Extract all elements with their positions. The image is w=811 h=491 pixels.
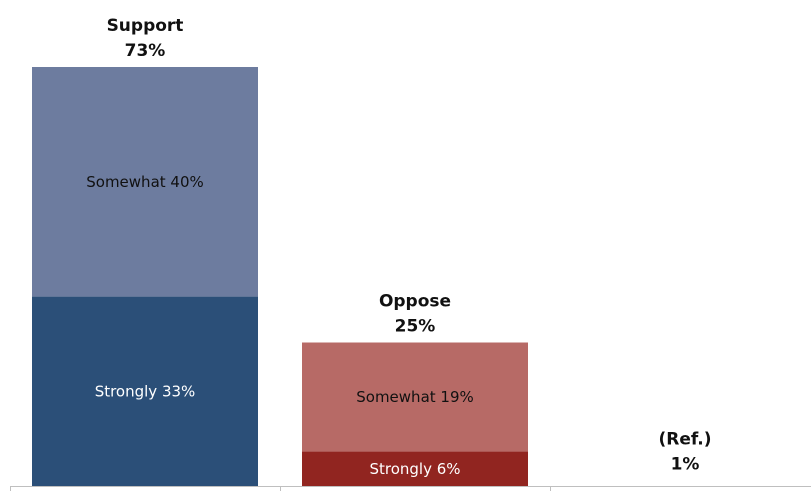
bar-segment-support-strongly [32,296,258,486]
segment-label-oppose-strongly: Strongly 6% [369,460,460,478]
bar-segment-oppose-strongly [302,451,528,486]
segment-label-support-somewhat: Somewhat 40% [86,173,204,191]
x-axis [10,486,811,491]
category-total-ref: 1% [671,454,700,474]
category-total-support: 73% [125,41,166,61]
category-labels-group: Support 73% Oppose 25% (Ref.) 1% [107,16,712,474]
segment-labels-group: Strongly 33% Somewhat 40% Strongly 6% Somew… [86,173,474,478]
segment-label-oppose-somewhat: Somewhat 19% [356,388,474,406]
category-total-oppose: 25% [395,317,436,337]
segment-label-support-strongly: Strongly 33% [95,382,196,400]
category-label-support: Support [107,16,184,36]
category-label-oppose: Oppose [379,292,451,312]
category-label-ref: (Ref.) [658,429,711,449]
bar-segment-oppose-somewhat [302,342,528,452]
bar-segment-support-somewhat [32,67,258,297]
bars-group [32,67,528,486]
